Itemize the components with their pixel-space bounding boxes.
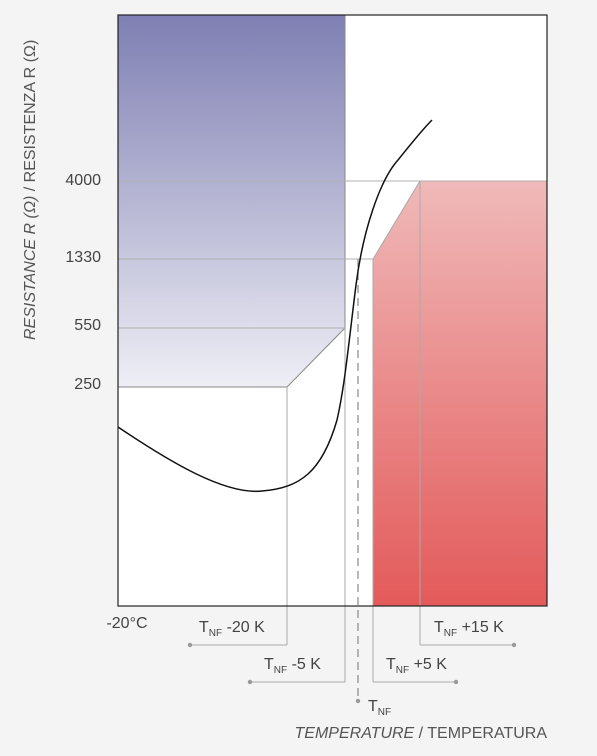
resistance-curve xyxy=(117,119,433,493)
marker-sub-nf: NF xyxy=(378,707,391,718)
y-tick-550: 550 xyxy=(74,317,101,334)
marker-suffix-minus5: -5 K xyxy=(287,656,321,673)
marker-sub-plus15: NF xyxy=(444,628,457,639)
leader-dot-plus15 xyxy=(511,642,517,648)
y-tick-4000: 4000 xyxy=(65,172,101,189)
marker-suffix-plus5: +5 K xyxy=(409,656,447,673)
y-tick-1330: 1330 xyxy=(65,249,101,266)
marker-label-nf: TNF xyxy=(368,698,391,718)
marker-sub-minus5: NF xyxy=(274,665,287,676)
marker-label-minus5: TNF -5 K xyxy=(264,656,321,676)
x-axis-title: TEMPERATURE / TEMPERATURA xyxy=(295,725,548,742)
plot-frame xyxy=(117,14,548,607)
y-axis-title-italic: RESISTANCE R (Ω) xyxy=(22,196,39,340)
marker-suffix-plus15: +15 K xyxy=(457,619,504,636)
marker-base-nf: T xyxy=(368,698,378,715)
x-start-label: -20°C xyxy=(106,615,147,632)
y-tick-250: 250 xyxy=(74,376,101,393)
marker-sub-minus20: NF xyxy=(209,628,222,639)
leader-dot-minus20 xyxy=(187,642,193,648)
marker-label-plus15: TNF +15 K xyxy=(434,619,504,639)
marker-suffix-minus20: -20 K xyxy=(222,619,265,636)
marker-base-plus15: T xyxy=(434,619,444,636)
marker-base-minus5: T xyxy=(264,656,274,673)
x-axis-title-italic: TEMPERATURE xyxy=(295,725,415,742)
marker-sub-plus5: NF xyxy=(396,665,409,676)
low-limit-region xyxy=(118,15,345,387)
marker-base-minus20: T xyxy=(199,619,209,636)
y-axis-title-plain: / RESISTENZA R (Ω) xyxy=(22,40,39,196)
y-axis-title: RESISTANCE R (Ω) / RESISTENZA R (Ω) xyxy=(22,40,39,340)
leader-dot-minus5 xyxy=(247,679,253,685)
marker-base-plus5: T xyxy=(386,656,396,673)
marker-label-minus20: TNF -20 K xyxy=(199,619,265,639)
leader-dot-nf xyxy=(355,698,361,704)
high-limit-region xyxy=(373,181,547,606)
leader-dot-plus5 xyxy=(453,679,459,685)
marker-label-plus5: TNF +5 K xyxy=(386,656,447,676)
x-axis-title-plain: / TEMPERATURA xyxy=(414,725,547,742)
